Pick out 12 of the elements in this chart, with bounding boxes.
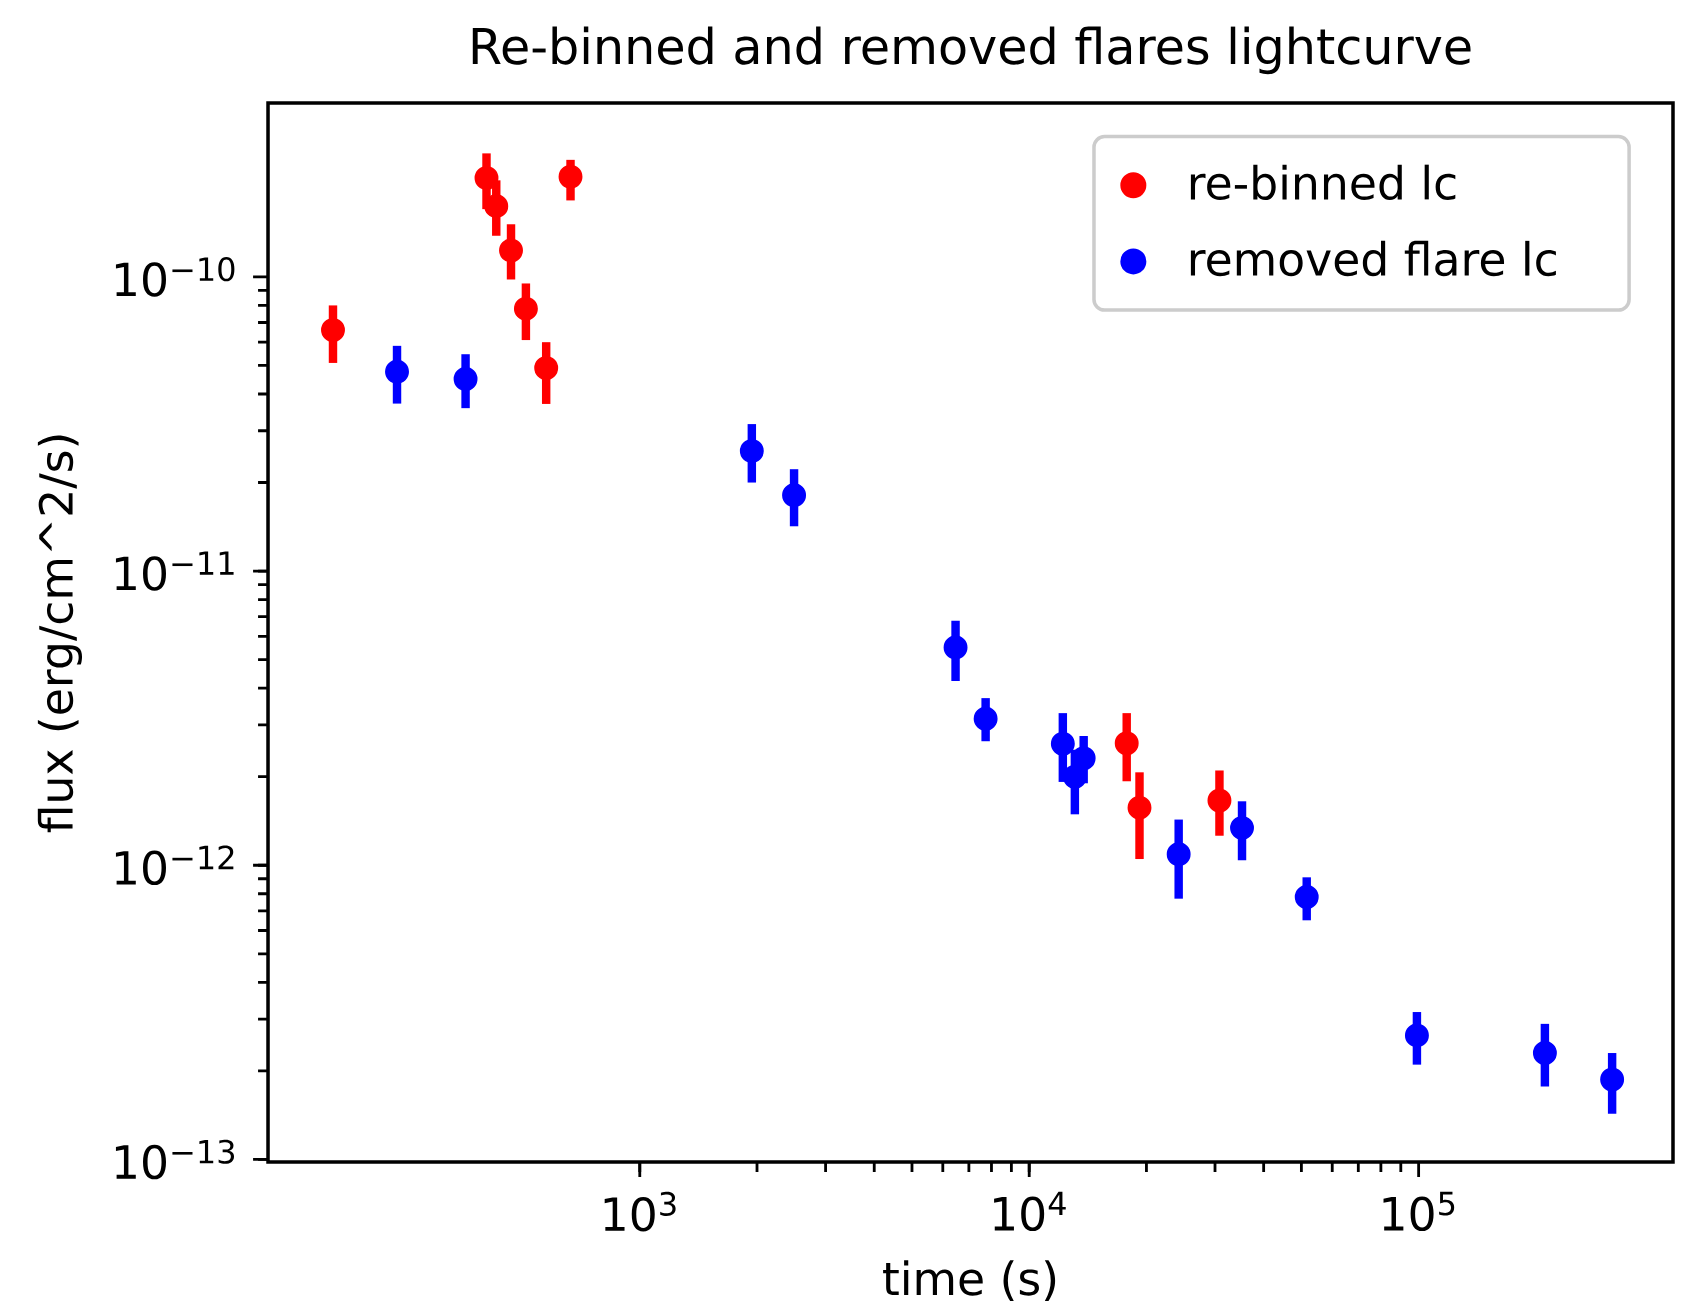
x-axis-title: time (s) <box>883 1260 1056 1302</box>
x-tick-label: 10$^{5}$ <box>1383 1191 1455 1232</box>
legend-label: re-binned lc <box>1190 164 1456 201</box>
y-tick-label: 10$^{−12}$ <box>115 845 234 886</box>
legend-label: removed flare lc <box>1190 240 1556 277</box>
chart-title: Re-binned and removed flares lightcurve <box>472 26 1471 75</box>
x-tick-label: 10$^{3}$ <box>604 1191 676 1232</box>
y-tick-label: 10$^{−13}$ <box>115 1139 235 1180</box>
y-tick-label: 10$^{−10}$ <box>115 257 235 297</box>
y-axis-title: flux (erg/cm^2/s) <box>37 435 83 833</box>
y-tick-label: 10$^{−11}$ <box>115 551 234 591</box>
x-tick-label: 10$^{4}$ <box>994 1191 1066 1232</box>
